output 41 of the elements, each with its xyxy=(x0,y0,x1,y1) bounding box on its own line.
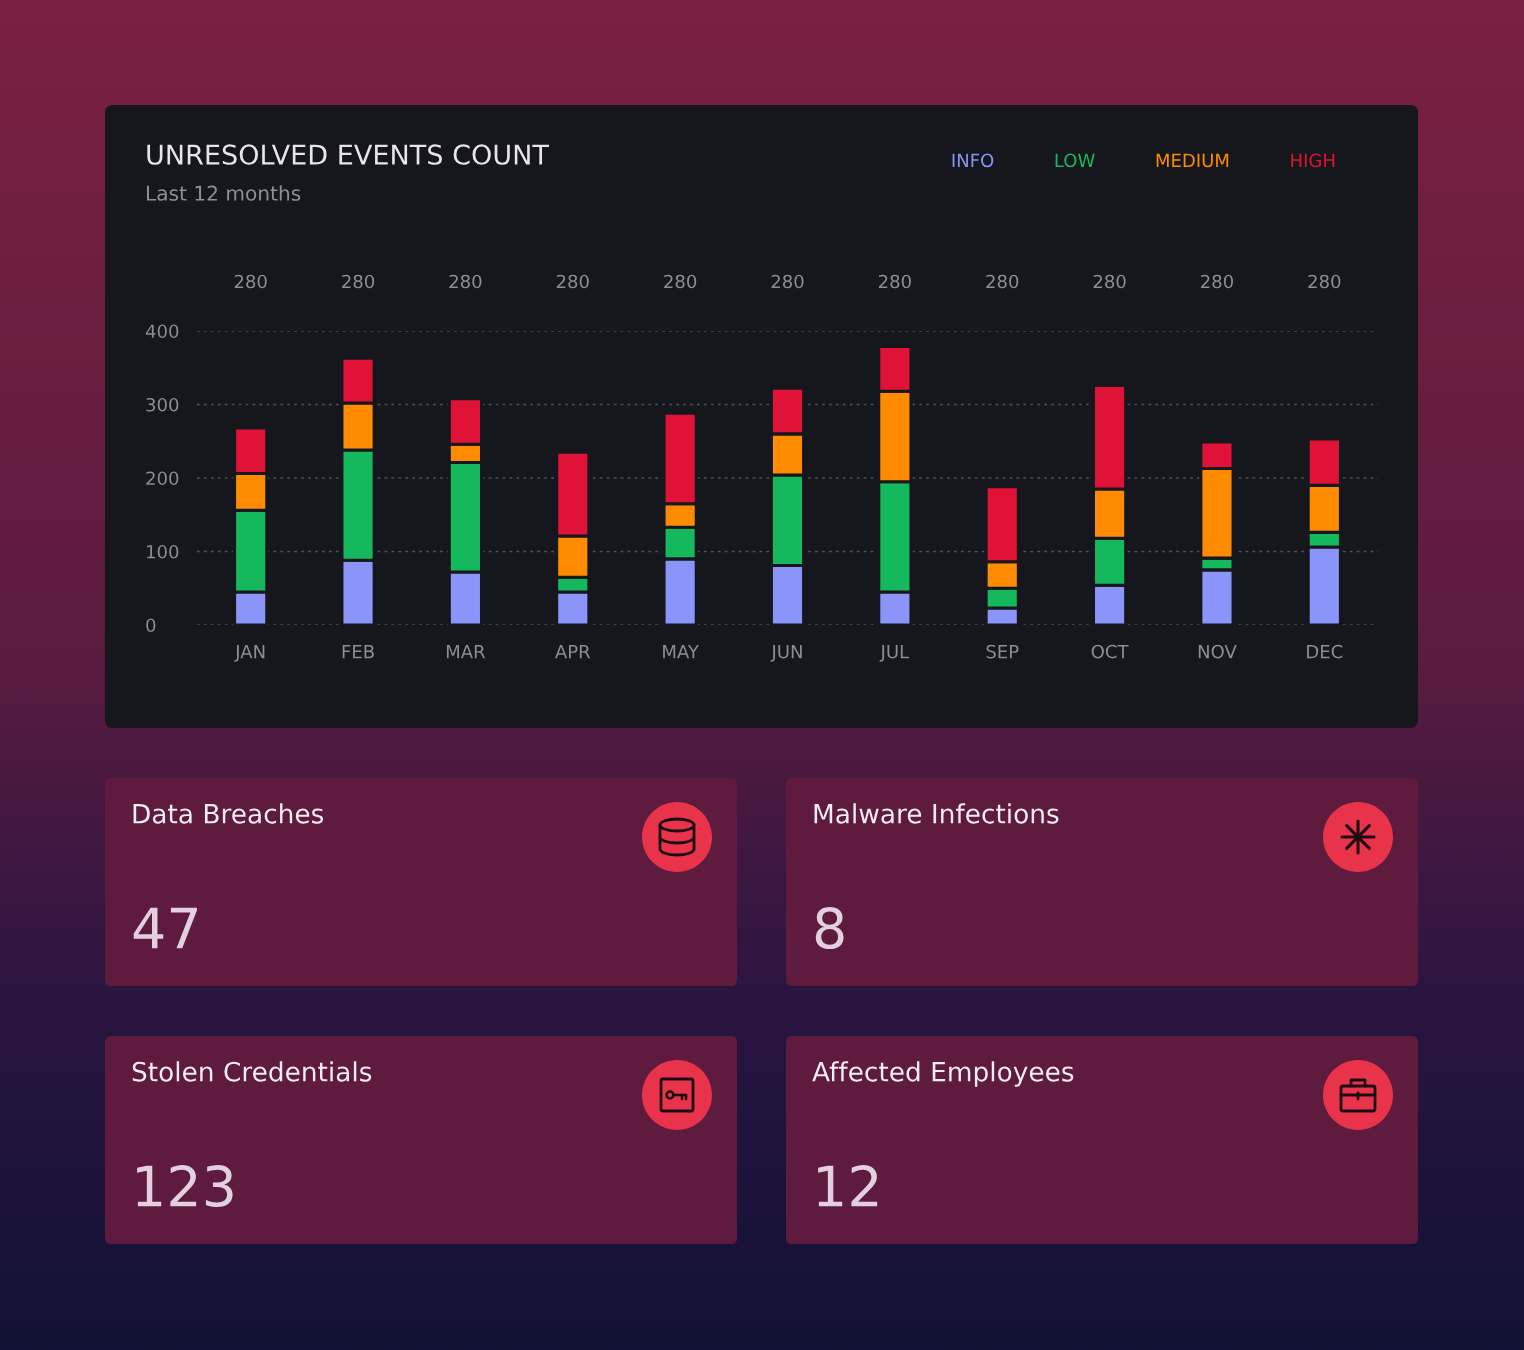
x-tick-label: NOV xyxy=(1198,644,1237,659)
x-tick-label: DEC xyxy=(1307,644,1343,659)
y-tick-label: 300 xyxy=(146,397,179,412)
text: 8 xyxy=(815,907,844,950)
text: 280 xyxy=(664,274,697,289)
chart-title: UNRESOLVED EVENTS COUNT xyxy=(147,144,550,165)
text: HIGH xyxy=(1291,153,1335,168)
text: 280 xyxy=(771,274,804,289)
text: 280 xyxy=(556,274,589,289)
x-tick-label: JAN xyxy=(234,645,265,662)
x-tick-label: FEB xyxy=(342,645,374,659)
x-tick-label: OCT xyxy=(1091,644,1129,659)
chart-subtitle: Last 12 months xyxy=(146,185,301,201)
text: 47 xyxy=(133,907,197,949)
x-tick-label: JUL xyxy=(879,645,910,662)
text: INFO xyxy=(952,153,994,168)
x-tick-label: MAY xyxy=(663,645,699,659)
text: Stolen Credentials xyxy=(132,1061,372,1082)
text: 12 xyxy=(818,1165,878,1207)
text: MEDIUM xyxy=(1156,153,1229,168)
text: Malware Infections xyxy=(814,803,1059,824)
text: 280 xyxy=(449,274,482,289)
text: 280 xyxy=(1308,274,1341,289)
x-tick-label: SEP xyxy=(986,644,1019,659)
text: Data Breaches xyxy=(133,803,324,824)
text: 280 xyxy=(986,274,1019,289)
text: 123 xyxy=(137,1165,233,1208)
x-tick-label: JUN xyxy=(770,645,802,662)
y-tick-label: 0 xyxy=(146,618,156,633)
text: 280 xyxy=(342,274,375,289)
x-tick-label: MAR xyxy=(446,645,486,659)
text: Affected Employees xyxy=(812,1061,1074,1087)
y-tick-label: 400 xyxy=(145,324,179,339)
text: 280 xyxy=(878,274,911,289)
text: 280 xyxy=(234,274,267,289)
text: 280 xyxy=(1201,274,1233,289)
text: LOW xyxy=(1055,153,1095,168)
text: 280 xyxy=(1093,274,1126,289)
y-tick-label: 100 xyxy=(147,544,179,559)
y-tick-label: 200 xyxy=(146,471,179,486)
x-tick-label: APR xyxy=(555,645,591,659)
